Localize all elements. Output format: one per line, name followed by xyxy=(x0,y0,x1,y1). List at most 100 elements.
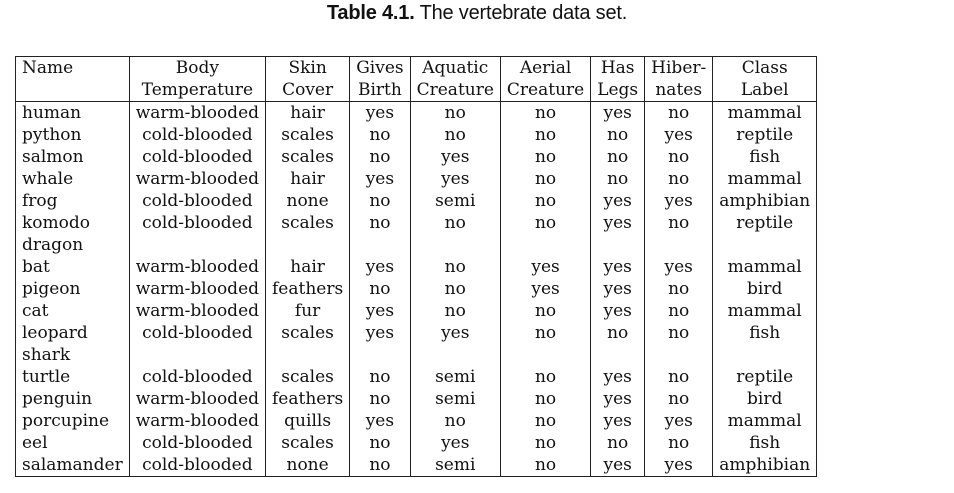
column-header: Aquatic Creature xyxy=(409,56,501,102)
table-row: penguin warm-blooded feathers no semi no yes no… xyxy=(16,388,817,410)
attribute-cell: fish xyxy=(712,322,817,366)
attribute-cell: fur xyxy=(265,300,350,322)
attribute-cell: warm-blooded xyxy=(128,256,266,278)
attribute-cell: cold-blooded xyxy=(128,190,266,212)
attribute-cell: warm-blooded xyxy=(128,410,266,432)
attribute-cell: no xyxy=(349,146,411,168)
attribute-cell: hair xyxy=(265,256,350,278)
attribute-cell: fish xyxy=(712,432,817,454)
attribute-cell: no xyxy=(644,101,713,124)
attribute-cell: no xyxy=(349,278,411,300)
attribute-cell: no xyxy=(590,432,645,454)
table-row: eel cold-blooded scales no yes no no no fish xyxy=(16,432,817,454)
attribute-cell: semi xyxy=(409,454,501,477)
column-header-line: Skin xyxy=(288,58,327,78)
attribute-cell: warm-blooded xyxy=(128,168,266,190)
column-header-line: Class xyxy=(741,58,788,78)
attribute-cell: cold-blooded xyxy=(128,454,266,477)
attribute-cell: reptile xyxy=(712,212,817,256)
attribute-cell: no xyxy=(349,366,411,388)
attribute-cell: yes xyxy=(349,256,411,278)
attribute-cell: yes xyxy=(590,278,645,300)
column-header-line: Label xyxy=(740,80,789,100)
attribute-cell: cold-blooded xyxy=(128,432,266,454)
attribute-cell: no xyxy=(644,322,713,366)
animal-name: python xyxy=(22,125,82,145)
attribute-cell: no xyxy=(644,366,713,388)
attribute-cell: no xyxy=(644,388,713,410)
attribute-cell: no xyxy=(349,432,411,454)
column-header-line: Aerial xyxy=(519,58,572,78)
attribute-cell: hair xyxy=(265,101,350,124)
attribute-cell: no xyxy=(499,454,591,477)
column-header-line: Creature xyxy=(416,80,494,100)
attribute-cell: warm-blooded xyxy=(128,101,266,124)
column-header: Body Temperature xyxy=(128,56,266,102)
attribute-cell: semi xyxy=(409,366,501,388)
attribute-cell: bird xyxy=(712,388,817,410)
table-row: salamander cold-blooded none no semi no yes yes… xyxy=(16,454,817,477)
attribute-cell: warm-blooded xyxy=(128,300,266,322)
attribute-cell: cold-blooded xyxy=(128,124,266,146)
attribute-cell: yes xyxy=(644,256,713,278)
attribute-cell: no xyxy=(499,388,591,410)
attribute-cell: none xyxy=(265,190,350,212)
attribute-cell: warm-blooded xyxy=(128,278,266,300)
attribute-cell: no xyxy=(409,256,501,278)
column-header-line: Gives xyxy=(356,58,404,78)
header-row: Name Body Temperature Skin Cover Gives Birth Aq… xyxy=(15,56,817,102)
animal-name-cell: komodo dragon xyxy=(16,212,130,256)
column-header: Gives Birth xyxy=(349,56,411,102)
animal-name: leopard xyxy=(22,323,88,343)
attribute-cell: yes xyxy=(644,454,713,477)
table-row: porcupine warm-blooded quills yes no no yes yes… xyxy=(16,410,817,432)
table-title: The vertebrate data set. xyxy=(419,2,628,24)
table-wrapper: Name Body Temperature Skin Cover Gives Birth Aq… xyxy=(15,56,818,477)
column-header-line: Name xyxy=(22,58,74,78)
table-number: Table 4.1. xyxy=(326,2,415,24)
vertebrate-table: Name Body Temperature Skin Cover Gives Birth Aq… xyxy=(15,56,818,477)
column-header: Has Legs xyxy=(590,56,645,102)
attribute-cell: no xyxy=(409,101,501,124)
column-header: Skin Cover xyxy=(265,56,350,102)
attribute-cell: fish xyxy=(712,146,817,168)
attribute-cell: no xyxy=(349,212,411,256)
animal-name: human xyxy=(22,103,82,123)
attribute-cell: cold-blooded xyxy=(128,146,266,168)
attribute-cell: cold-blooded xyxy=(128,366,266,388)
animal-name: porcupine xyxy=(22,411,110,431)
animal-name: frog xyxy=(22,191,58,211)
animal-name-cell: salamander xyxy=(16,454,130,477)
attribute-cell: scales xyxy=(265,124,350,146)
table-row: whale warm-blooded hair yes yes no no no mammal xyxy=(16,168,817,190)
attribute-cell: no xyxy=(349,454,411,477)
animal-name: eel xyxy=(22,433,48,453)
attribute-cell: no xyxy=(590,322,645,366)
attribute-cell: mammal xyxy=(712,168,817,190)
animal-name-cell: salmon xyxy=(16,146,130,168)
attribute-cell: no xyxy=(590,168,645,190)
attribute-cell: no xyxy=(499,322,591,366)
table-row: pigeon warm-blooded feathers no no yes yes no bi… xyxy=(16,278,817,300)
attribute-cell: yes xyxy=(644,410,713,432)
column-header-line: Aquatic xyxy=(422,58,489,78)
attribute-cell: no xyxy=(499,410,591,432)
table-row: human warm-blooded hair yes no no yes no mammal xyxy=(16,101,817,124)
attribute-cell: cold-blooded xyxy=(128,322,266,366)
animal-name-cell: frog xyxy=(16,190,130,212)
attribute-cell: yes xyxy=(590,366,645,388)
animal-name-cell: leopard shark xyxy=(16,322,130,366)
attribute-cell: no xyxy=(644,212,713,256)
attribute-cell: warm-blooded xyxy=(128,388,266,410)
attribute-cell: no xyxy=(499,366,591,388)
attribute-cell: no xyxy=(499,300,591,322)
animal-name: dragon xyxy=(22,235,84,255)
attribute-cell: no xyxy=(349,190,411,212)
attribute-cell: reptile xyxy=(712,366,817,388)
attribute-cell: no xyxy=(644,432,713,454)
table-row: cat warm-blooded fur yes no no yes no mammal xyxy=(16,300,817,322)
attribute-cell: yes xyxy=(409,322,501,366)
animal-name: penguin xyxy=(22,389,93,409)
animal-name: shark xyxy=(22,345,71,365)
attribute-cell: no xyxy=(590,124,645,146)
